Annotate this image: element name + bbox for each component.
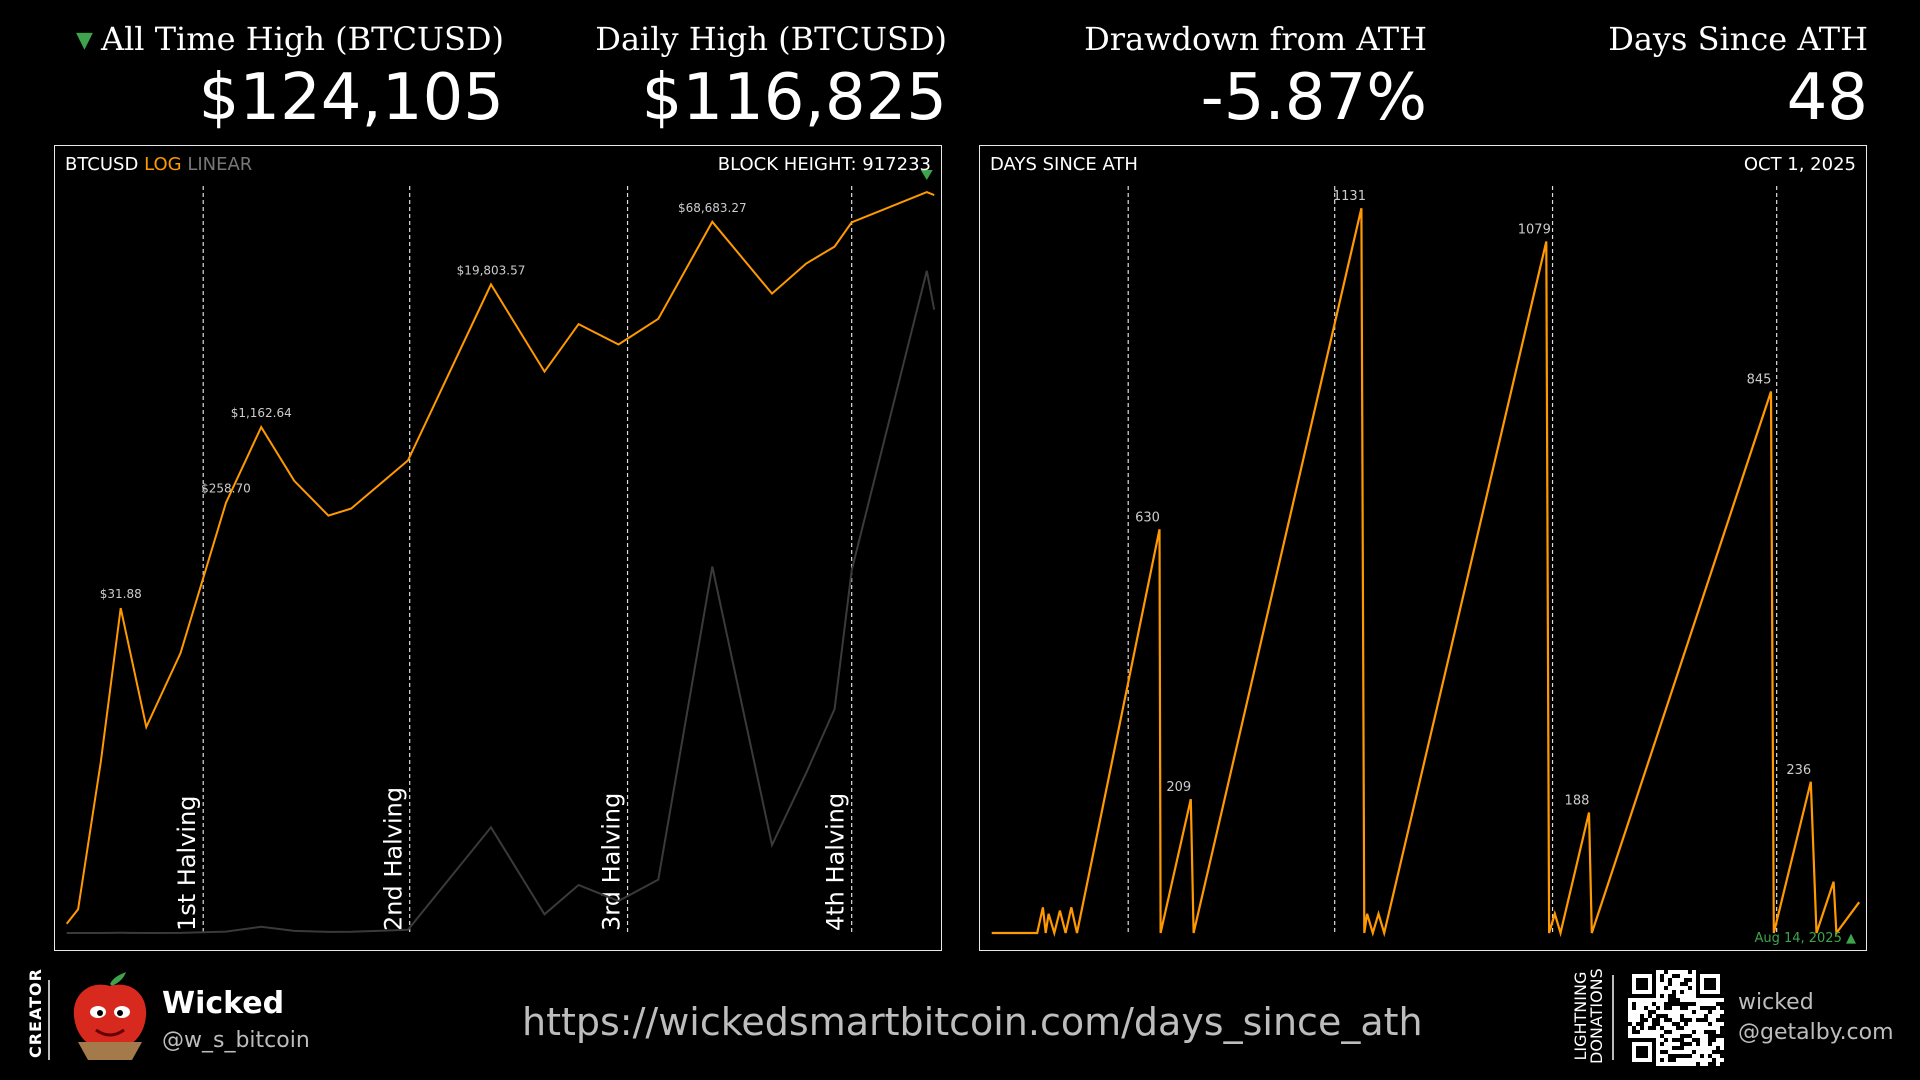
log-toggle[interactable]: LOG: [144, 154, 182, 175]
days-since-ath-chart: 630 209 1131 1079 188 845 236: [991, 186, 1861, 938]
divider: [1612, 975, 1614, 1060]
days-since-ath-panel: 630 209 1131 1079 188 845 236 DAYS SINCE ATH O…: [979, 145, 1867, 951]
halving-label: 3rd Halving: [598, 793, 626, 931]
creator-label: CREATOR: [26, 968, 45, 1058]
lightning-donations-label: LIGHTNING DONATIONS: [1571, 968, 1606, 1064]
stat-daily-high: Daily High (BTCUSD) $116,825: [595, 20, 947, 138]
up-triangle-icon: ▲: [1846, 931, 1856, 946]
drawdown-label: Drawdown from ATH: [1084, 20, 1427, 58]
log-price-line: [65, 191, 935, 925]
peak-annotation: 1079: [1518, 223, 1551, 238]
linear-price-line: [66, 270, 936, 935]
price-chart: 1st Halving 2nd Halving 3rd Halving 4th Hal…: [65, 170, 936, 935]
stat-days-since-ath: Days Since ATH 48: [1608, 20, 1868, 138]
daily-high-label: Daily High (BTCUSD): [595, 20, 947, 58]
divider: [48, 980, 50, 1060]
halving-label: 1st Halving: [173, 795, 201, 931]
price-annotation: $68,683.27: [678, 201, 747, 215]
right-chart-date: OCT 1, 2025: [1743, 154, 1856, 175]
lightning-address[interactable]: @getalby.com: [1738, 1020, 1894, 1045]
ath-label: All Time High (BTCUSD): [100, 20, 504, 58]
price-annotation: $258.70: [201, 482, 251, 496]
peak-annotation: 236: [1786, 763, 1811, 778]
peak-annotation: 630: [1135, 510, 1160, 525]
ath-marker: [920, 170, 933, 180]
price-chart-panel: 1st Halving 2nd Halving 3rd Halving 4th Hal…: [54, 145, 942, 951]
price-annotation: $1,162.64: [231, 406, 292, 420]
avatar: [68, 972, 152, 1062]
daily-high-value: $116,825: [641, 61, 947, 135]
drawdown-value: -5.87%: [1200, 61, 1427, 135]
days-since-ath-line: [991, 207, 1861, 938]
peak-annotation: 1131: [1333, 189, 1366, 204]
lightning-name: wicked: [1738, 990, 1814, 1015]
halving-label: 2nd Halving: [380, 787, 408, 931]
lightning-qr-code-icon[interactable]: [1628, 970, 1724, 1066]
creator-handle[interactable]: @w_s_bitcoin: [162, 1028, 310, 1053]
chart-url-link[interactable]: https://wickedsmartbitcoin.com/days_sinc…: [522, 1000, 1423, 1044]
price-annotation: $19,803.57: [457, 263, 526, 277]
stat-all-time-high: ▼ All Time High (BTCUSD) $124,105: [76, 20, 504, 138]
days-since-value: 48: [1786, 61, 1868, 135]
stat-drawdown: Drawdown from ATH -5.87%: [1084, 20, 1427, 138]
peak-annotation: 845: [1747, 372, 1772, 387]
ath-value: $124,105: [198, 61, 504, 135]
last-ath-date: Aug 14, 2025: [1754, 931, 1842, 946]
days-since-label: Days Since ATH: [1608, 20, 1868, 58]
block-height: BLOCK HEIGHT: 917233: [717, 154, 931, 175]
linear-toggle[interactable]: LINEAR: [187, 154, 253, 175]
right-chart-title: DAYS SINCE ATH: [990, 154, 1138, 175]
down-triangle-icon: ▼: [76, 28, 93, 53]
peak-annotation: 188: [1565, 794, 1590, 809]
creator-name: Wicked: [162, 986, 285, 1021]
price-annotation: $31.88: [100, 587, 142, 601]
chart-title: BTCUSD: [65, 154, 139, 175]
peak-annotation: 209: [1166, 780, 1191, 795]
halving-label: 4th Halving: [822, 793, 850, 931]
